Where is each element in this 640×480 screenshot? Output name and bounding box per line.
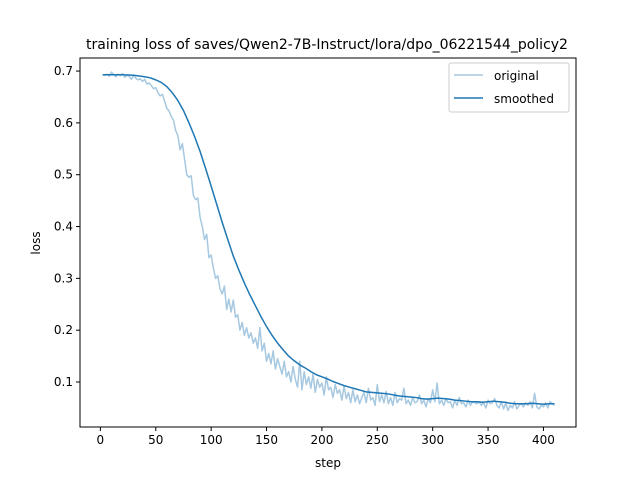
y-tick-label: 0.7 [54,64,73,78]
x-tick-label: 350 [477,433,500,447]
x-tick-label: 0 [97,433,105,447]
legend: original smoothed [448,62,570,113]
legend-smoothed-label: smoothed [494,92,554,106]
x-tick-label: 400 [532,433,555,447]
plot-area: 0 50 100 150 200 250 300 350 400 0.1 0.2 0.3 0.4 0.5… [54,57,577,447]
y-tick-label: 0.4 [54,220,73,234]
y-tick-label: 0.6 [54,116,73,130]
x-tick-label: 300 [421,433,444,447]
y-tick-label: 0.5 [54,168,73,182]
series-line-smoothed [102,73,555,406]
chart-title: training loss of saves/Qwen2-7B-Instruct… [86,37,568,53]
legend-original-label: original [494,69,539,83]
x-tick-label: 250 [366,433,389,447]
y-tick-label: 0.1 [54,375,73,389]
x-tick-label: 200 [310,433,333,447]
x-axis-label: step [315,456,341,470]
plot-frame [79,57,577,428]
y-axis: 0.1 0.2 0.3 0.4 0.5 0.6 0.7 [54,64,80,389]
y-axis-label: loss [29,231,43,254]
x-tick-label: 50 [148,433,163,447]
y-tick-label: 0.2 [54,323,73,337]
x-tick-label: 150 [255,433,278,447]
x-tick-label: 100 [200,433,223,447]
series-layer [102,71,555,412]
x-axis: 0 50 100 150 200 250 300 350 400 [97,427,555,447]
y-tick-label: 0.3 [54,271,73,285]
